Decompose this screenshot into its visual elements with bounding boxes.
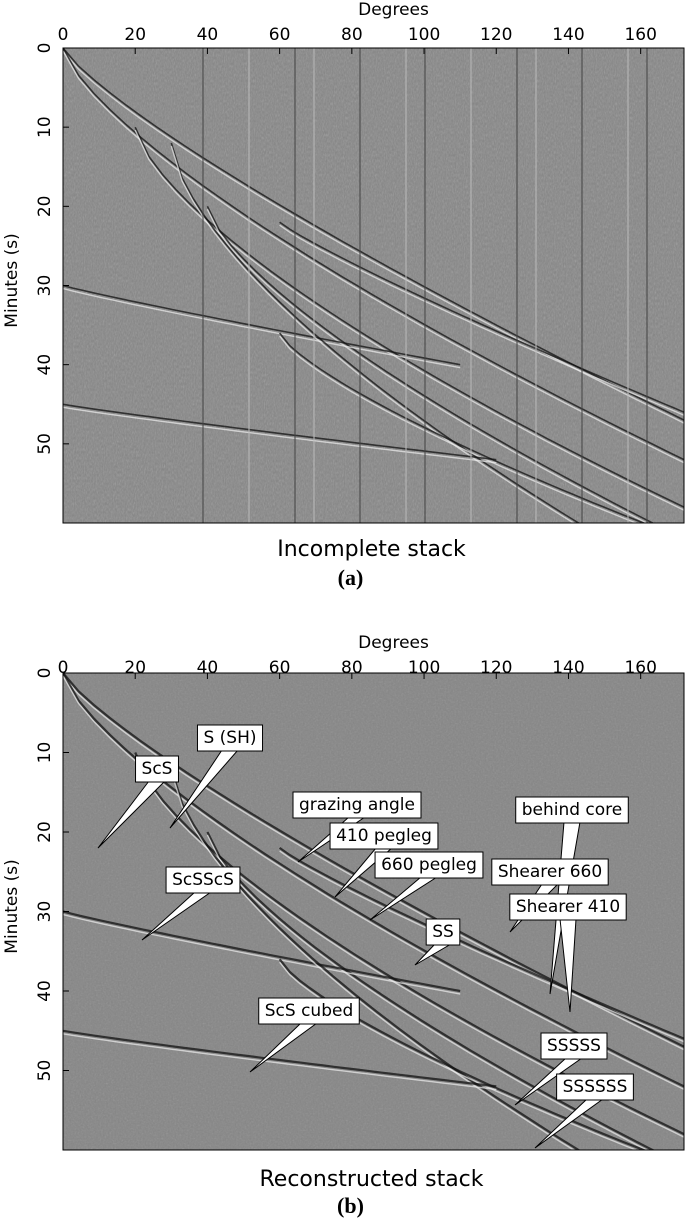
annotation-text: ScS [142, 759, 173, 779]
y-tick-label: 30 [35, 901, 55, 923]
y-tick-label: 10 [35, 742, 55, 764]
caption: Incomplete stack [277, 537, 466, 562]
x-tick-label: 60 [269, 25, 291, 45]
caption: Reconstructed stack [259, 1167, 483, 1192]
arrival-light [63, 913, 461, 995]
arrival-dark [170, 142, 581, 523]
annotation-box [165, 866, 241, 894]
x-tick-label: 0 [58, 25, 69, 45]
x-tick-label: 80 [341, 658, 363, 678]
y-tick-label: 0 [35, 43, 55, 54]
y-tick-label: 40 [35, 980, 55, 1002]
x-axis-label: Degrees [358, 0, 429, 20]
seismic-image [63, 673, 684, 1150]
arrival-light [206, 208, 649, 523]
arrival-light [63, 287, 461, 369]
annotation-text: Shearer 410 [516, 897, 620, 917]
arrival-dark [278, 332, 646, 523]
panel-label: (b) [337, 1193, 364, 1218]
annotation-text: 660 pegleg [381, 855, 477, 875]
annotation: SSSSS [514, 1032, 608, 1106]
annotation-box [135, 755, 179, 783]
annotation-text: SSSSS [547, 1036, 601, 1056]
x-tick-label: 140 [552, 25, 584, 45]
arrival-light [170, 145, 576, 523]
y-axis-label: Minutes (s) [2, 233, 22, 327]
x-tick-label: 100 [408, 658, 440, 678]
x-axis-label: Degrees [358, 633, 429, 653]
annotation-box [515, 796, 629, 824]
arrival-light [63, 1033, 497, 1091]
arrival-light [279, 850, 684, 1043]
annotation: Shearer 660 [491, 858, 609, 933]
annotation-text: ScSScS [172, 870, 234, 890]
arrival-light [170, 771, 576, 1150]
annotation-text: SS [432, 922, 454, 942]
seismic-image [63, 48, 684, 523]
x-tick-label: 160 [624, 25, 656, 45]
annotation: ScS [97, 755, 179, 849]
arrival-dark [134, 126, 684, 508]
x-tick-label: 120 [480, 658, 512, 678]
annotation-text: 410 pegleg [336, 826, 432, 846]
annotation-text: ScS cubed [265, 1001, 354, 1021]
annotation: Shearer 410 [509, 893, 627, 1013]
annotation-text: grazing angle [299, 795, 415, 815]
arrival-dark [279, 221, 684, 413]
annotation-box [374, 851, 484, 879]
y-tick-label: 30 [35, 275, 55, 297]
arrival-dark [206, 205, 655, 523]
annotation-box [196, 724, 264, 752]
arrival-light [63, 50, 684, 464]
x-tick-label: 20 [124, 25, 146, 45]
annotation: SS [414, 918, 461, 966]
panel-label: (a) [338, 565, 364, 590]
x-tick-label: 40 [197, 25, 219, 45]
x-tick-label: 20 [124, 658, 146, 678]
x-tick-label: 80 [341, 25, 363, 45]
annotation-box [425, 918, 461, 946]
y-axis-label: Minutes (s) [2, 859, 22, 953]
x-tick-label: 0 [58, 658, 69, 678]
annotation: SSSSSS [534, 1073, 634, 1149]
x-tick-label: 60 [269, 658, 291, 678]
annotation: 660 pegleg [369, 851, 484, 921]
annotation-box [292, 791, 422, 819]
annotation-box [329, 822, 439, 850]
y-tick-label: 20 [35, 821, 55, 843]
annotation: S (SH) [169, 724, 264, 829]
annotation-text: behind core [522, 800, 623, 820]
annotation-box [556, 1073, 634, 1101]
annotation-text: S (SH) [203, 728, 256, 748]
x-tick-label: 160 [624, 658, 656, 678]
annotation-box [509, 893, 627, 921]
arrival-light [279, 224, 684, 416]
annotation-text: Shearer 660 [498, 862, 602, 882]
y-tick-label: 50 [35, 433, 55, 455]
arrival-dark [170, 768, 581, 1150]
x-tick-label: 120 [480, 25, 512, 45]
y-tick-label: 40 [35, 354, 55, 376]
arrival-dark [63, 1029, 497, 1088]
annotation-text: SSSSSS [563, 1077, 628, 1097]
arrival-light [206, 834, 649, 1150]
arrival-dark [63, 48, 684, 461]
annotation-box [491, 858, 609, 886]
x-tick-label: 40 [197, 658, 219, 678]
y-tick-label: 10 [35, 116, 55, 138]
arrival-dark [63, 284, 461, 366]
x-tick-label: 100 [408, 25, 440, 45]
y-tick-label: 50 [35, 1060, 55, 1082]
x-tick-label: 140 [552, 658, 584, 678]
y-tick-label: 20 [35, 196, 55, 218]
image-noise [63, 48, 684, 523]
arrival-dark [206, 831, 656, 1150]
annotation-box [258, 997, 360, 1025]
y-tick-label: 0 [35, 668, 55, 679]
annotation: ScS cubed [249, 997, 360, 1073]
annotation: ScSScS [141, 866, 241, 941]
arrival-dark [63, 910, 461, 993]
annotation-box [540, 1032, 608, 1060]
